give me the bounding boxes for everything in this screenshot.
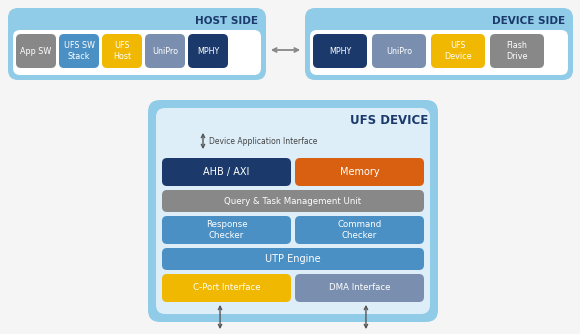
Text: UniPro: UniPro bbox=[386, 46, 412, 55]
FancyBboxPatch shape bbox=[310, 30, 568, 75]
FancyBboxPatch shape bbox=[295, 216, 424, 244]
FancyBboxPatch shape bbox=[372, 34, 426, 68]
Text: Device Application Interface: Device Application Interface bbox=[209, 137, 317, 146]
FancyBboxPatch shape bbox=[162, 158, 291, 186]
Text: UTP Engine: UTP Engine bbox=[265, 254, 321, 264]
Text: UFS DEVICE: UFS DEVICE bbox=[350, 114, 428, 127]
Text: Response
Checker: Response Checker bbox=[206, 220, 247, 240]
FancyBboxPatch shape bbox=[305, 8, 573, 80]
FancyBboxPatch shape bbox=[162, 274, 291, 302]
Text: UFS
Device: UFS Device bbox=[444, 41, 472, 61]
FancyBboxPatch shape bbox=[145, 34, 185, 68]
FancyBboxPatch shape bbox=[162, 190, 424, 212]
FancyBboxPatch shape bbox=[431, 34, 485, 68]
Text: UFS
Host: UFS Host bbox=[113, 41, 131, 61]
FancyBboxPatch shape bbox=[16, 34, 56, 68]
Text: Command
Checker: Command Checker bbox=[338, 220, 382, 240]
Text: MPHY: MPHY bbox=[329, 46, 351, 55]
Text: Flash
Drive: Flash Drive bbox=[506, 41, 528, 61]
Text: DMA Interface: DMA Interface bbox=[329, 284, 390, 293]
Text: C-Port Interface: C-Port Interface bbox=[193, 284, 260, 293]
FancyBboxPatch shape bbox=[8, 8, 266, 80]
Text: AHB / AXI: AHB / AXI bbox=[204, 167, 249, 177]
Text: MPHY: MPHY bbox=[197, 46, 219, 55]
FancyBboxPatch shape bbox=[156, 108, 430, 314]
FancyBboxPatch shape bbox=[313, 34, 367, 68]
Text: HOST SIDE: HOST SIDE bbox=[195, 16, 258, 26]
Text: Memory: Memory bbox=[340, 167, 379, 177]
FancyBboxPatch shape bbox=[295, 158, 424, 186]
Text: Query & Task Management Unit: Query & Task Management Unit bbox=[224, 196, 361, 205]
FancyBboxPatch shape bbox=[490, 34, 544, 68]
FancyBboxPatch shape bbox=[148, 100, 438, 322]
FancyBboxPatch shape bbox=[13, 30, 261, 75]
Text: DEVICE SIDE: DEVICE SIDE bbox=[492, 16, 565, 26]
FancyBboxPatch shape bbox=[162, 216, 291, 244]
FancyBboxPatch shape bbox=[59, 34, 99, 68]
FancyBboxPatch shape bbox=[162, 248, 424, 270]
FancyBboxPatch shape bbox=[188, 34, 228, 68]
Text: UFS SW
Stack: UFS SW Stack bbox=[63, 41, 95, 61]
Text: UniPro: UniPro bbox=[152, 46, 178, 55]
FancyBboxPatch shape bbox=[295, 274, 424, 302]
FancyBboxPatch shape bbox=[102, 34, 142, 68]
Text: App SW: App SW bbox=[20, 46, 52, 55]
